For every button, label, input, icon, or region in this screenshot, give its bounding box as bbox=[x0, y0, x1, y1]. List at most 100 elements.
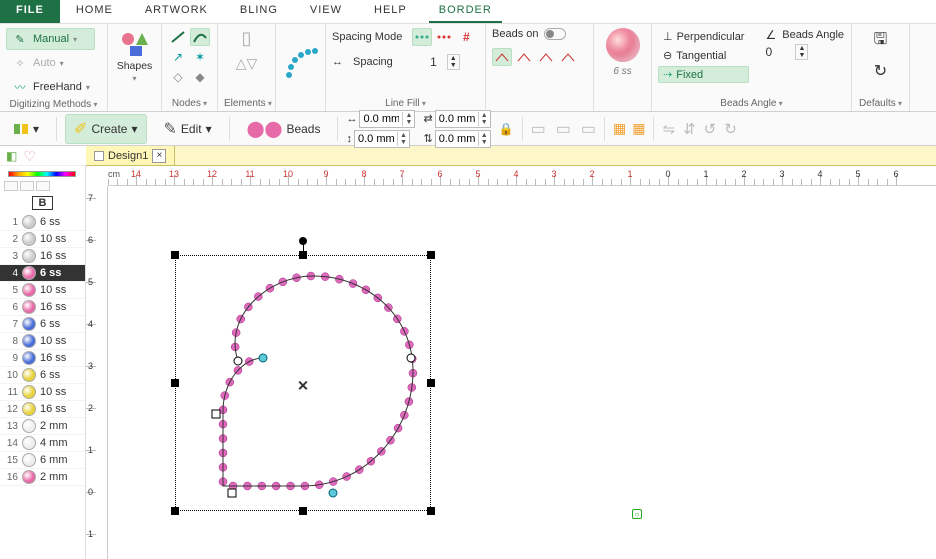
beads-on-toggle[interactable] bbox=[544, 28, 566, 40]
selection-handle[interactable] bbox=[171, 507, 179, 515]
palette-row[interactable]: 916 ss bbox=[0, 350, 85, 367]
perp-icon: ⊥ bbox=[663, 30, 673, 43]
palette-row[interactable]: 616 ss bbox=[0, 299, 85, 316]
lock-icon[interactable]: 🔒 bbox=[499, 122, 514, 136]
perpendicular-button[interactable]: ⊥Perpendicular bbox=[658, 28, 749, 45]
ribbon: ✎ Manual ▾ ✧ Auto ▾ 〰 FreeHand ▾ Digitiz… bbox=[0, 24, 936, 112]
palette-row[interactable]: 76 ss bbox=[0, 316, 85, 333]
palette-row[interactable]: 1110 ss bbox=[0, 384, 85, 401]
tab-home[interactable]: HOME bbox=[60, 0, 129, 23]
flip-h[interactable]: ⇋ bbox=[662, 120, 675, 138]
tab-bling[interactable]: BLING bbox=[224, 0, 294, 23]
close-tab-button[interactable]: × bbox=[152, 149, 166, 163]
align-3[interactable]: ▭ bbox=[581, 119, 596, 139]
palette-panel: B 16 ss210 ss316 ss46 ss510 ss616 ss76 s… bbox=[0, 166, 86, 559]
tab-artwork[interactable]: ARTWORK bbox=[129, 0, 224, 23]
val1-input[interactable]: ▲▼ bbox=[359, 110, 415, 128]
grid-2[interactable]: ▦ bbox=[632, 120, 645, 137]
rotate-ccw[interactable]: ↺ bbox=[704, 120, 717, 138]
orient-4[interactable] bbox=[558, 48, 578, 66]
beads-label: Beads bbox=[286, 122, 320, 136]
palette-row[interactable]: 210 ss bbox=[0, 231, 85, 248]
align-1[interactable]: ▭ bbox=[531, 119, 546, 139]
rotate-cw[interactable]: ↻ bbox=[724, 120, 737, 138]
tab-view[interactable]: VIEW bbox=[294, 0, 358, 23]
spacing-spinner[interactable]: ▲▼ bbox=[447, 54, 460, 70]
tab-border[interactable]: BORDER bbox=[423, 0, 508, 23]
line-icon bbox=[170, 30, 186, 44]
angle-value: 0 bbox=[765, 45, 789, 59]
shapes-button[interactable]: Shapes▾ bbox=[111, 28, 159, 85]
node-star-button[interactable]: ✶ bbox=[190, 48, 210, 66]
palette-row[interactable]: 144 mm bbox=[0, 435, 85, 452]
palette-row[interactable]: 106 ss bbox=[0, 367, 85, 384]
manual-button[interactable]: ✎ Manual ▾ bbox=[6, 28, 95, 50]
spacing-mode-hash[interactable]: # bbox=[456, 28, 476, 46]
edit-button[interactable]: ✎Edit▾ bbox=[155, 114, 221, 144]
selection-handle[interactable] bbox=[427, 379, 435, 387]
palette-row[interactable]: 132 mm bbox=[0, 418, 85, 435]
defaults-icon1[interactable]: 🖫 bbox=[874, 28, 888, 55]
palette-row[interactable]: 1216 ss bbox=[0, 401, 85, 418]
caret-icon: ▾ bbox=[60, 59, 64, 68]
elements-icon2[interactable]: △▽ bbox=[236, 55, 258, 72]
tab-help[interactable]: HELP bbox=[358, 0, 423, 23]
node-arrow-button[interactable]: ↗ bbox=[168, 48, 188, 66]
node-anchor2-button[interactable]: ◆ bbox=[190, 68, 210, 86]
selection-handle[interactable] bbox=[171, 251, 179, 259]
spacing-mode-1[interactable] bbox=[412, 28, 432, 46]
grid-1[interactable]: ▦ bbox=[613, 120, 626, 137]
val3-input[interactable]: ▲▼ bbox=[435, 110, 491, 128]
palette-row[interactable]: 810 ss bbox=[0, 333, 85, 350]
tangential-button[interactable]: ⊖Tangential bbox=[658, 47, 749, 64]
palette-header[interactable]: B bbox=[32, 196, 54, 210]
arrow-icon: ↗ bbox=[173, 50, 183, 64]
palette-row[interactable]: 316 ss bbox=[0, 248, 85, 265]
val2-input[interactable]: ▲▼ bbox=[354, 130, 410, 148]
palette-row[interactable]: 162 mm bbox=[0, 469, 85, 486]
palette-row[interactable]: 46 ss bbox=[0, 265, 85, 282]
fixed-button[interactable]: ⇢Fixed bbox=[658, 66, 749, 83]
palette-tab-icon[interactable]: ◧ bbox=[6, 149, 17, 163]
val4-input[interactable]: ▲▼ bbox=[435, 130, 491, 148]
beads-angle-label: Beads Angle bbox=[782, 29, 844, 41]
spacing-mode-2[interactable] bbox=[434, 28, 454, 46]
gem-swatch[interactable] bbox=[606, 28, 640, 62]
orient-3[interactable] bbox=[536, 48, 556, 66]
node-line-button[interactable] bbox=[168, 28, 188, 46]
orient-1[interactable] bbox=[492, 48, 512, 66]
orient-2[interactable] bbox=[514, 48, 534, 66]
selection-handle[interactable] bbox=[171, 379, 179, 387]
create-button[interactable]: ✐Create▾ bbox=[65, 114, 146, 144]
shapes-icon bbox=[120, 30, 150, 58]
selection-handle[interactable] bbox=[427, 507, 435, 515]
measure-icon: ↔ bbox=[346, 113, 357, 125]
canvas[interactable]: ○ ✕ bbox=[108, 186, 936, 559]
group-beads-angle-label: Beads Angle bbox=[658, 97, 845, 109]
spiral-object[interactable] bbox=[108, 186, 508, 546]
auto-button[interactable]: ✧ Auto ▾ bbox=[6, 52, 95, 74]
heart-tab-icon[interactable]: ♡ bbox=[23, 149, 39, 163]
anchor-marker[interactable]: ○ bbox=[632, 509, 642, 519]
defaults-icon2[interactable]: ↻ bbox=[874, 61, 887, 81]
selection-handle[interactable] bbox=[427, 251, 435, 259]
palette-row[interactable]: 16 ss bbox=[0, 214, 85, 231]
elements-icon1[interactable]: ▯ bbox=[242, 28, 252, 49]
selection-handle[interactable] bbox=[299, 507, 307, 515]
document-tab[interactable]: Design1 × bbox=[86, 146, 175, 165]
beads-arc-icon[interactable] bbox=[283, 45, 319, 81]
layers-button[interactable]: ▾ bbox=[4, 116, 48, 142]
spectrum-icon[interactable] bbox=[8, 171, 76, 177]
palette-row[interactable]: 156 mm bbox=[0, 452, 85, 469]
tab-file[interactable]: FILE bbox=[0, 0, 60, 23]
beads-button[interactable]: ⬤⬤Beads bbox=[238, 114, 330, 144]
node-curve-button[interactable] bbox=[190, 28, 210, 46]
freehand-button[interactable]: 〰 FreeHand ▾ bbox=[6, 76, 95, 98]
node-anchor1-button[interactable]: ◇ bbox=[168, 68, 188, 86]
palette-row[interactable]: 510 ss bbox=[0, 282, 85, 299]
menu-bar: FILE HOME ARTWORK BLING VIEW HELP BORDER bbox=[0, 0, 936, 24]
ruler-horizontal: cm1514131211109876543210123456 bbox=[108, 166, 936, 186]
angle-spinner[interactable]: ▲▼ bbox=[795, 44, 808, 60]
align-2[interactable]: ▭ bbox=[556, 119, 571, 139]
flip-v[interactable]: ⇵ bbox=[683, 120, 696, 138]
